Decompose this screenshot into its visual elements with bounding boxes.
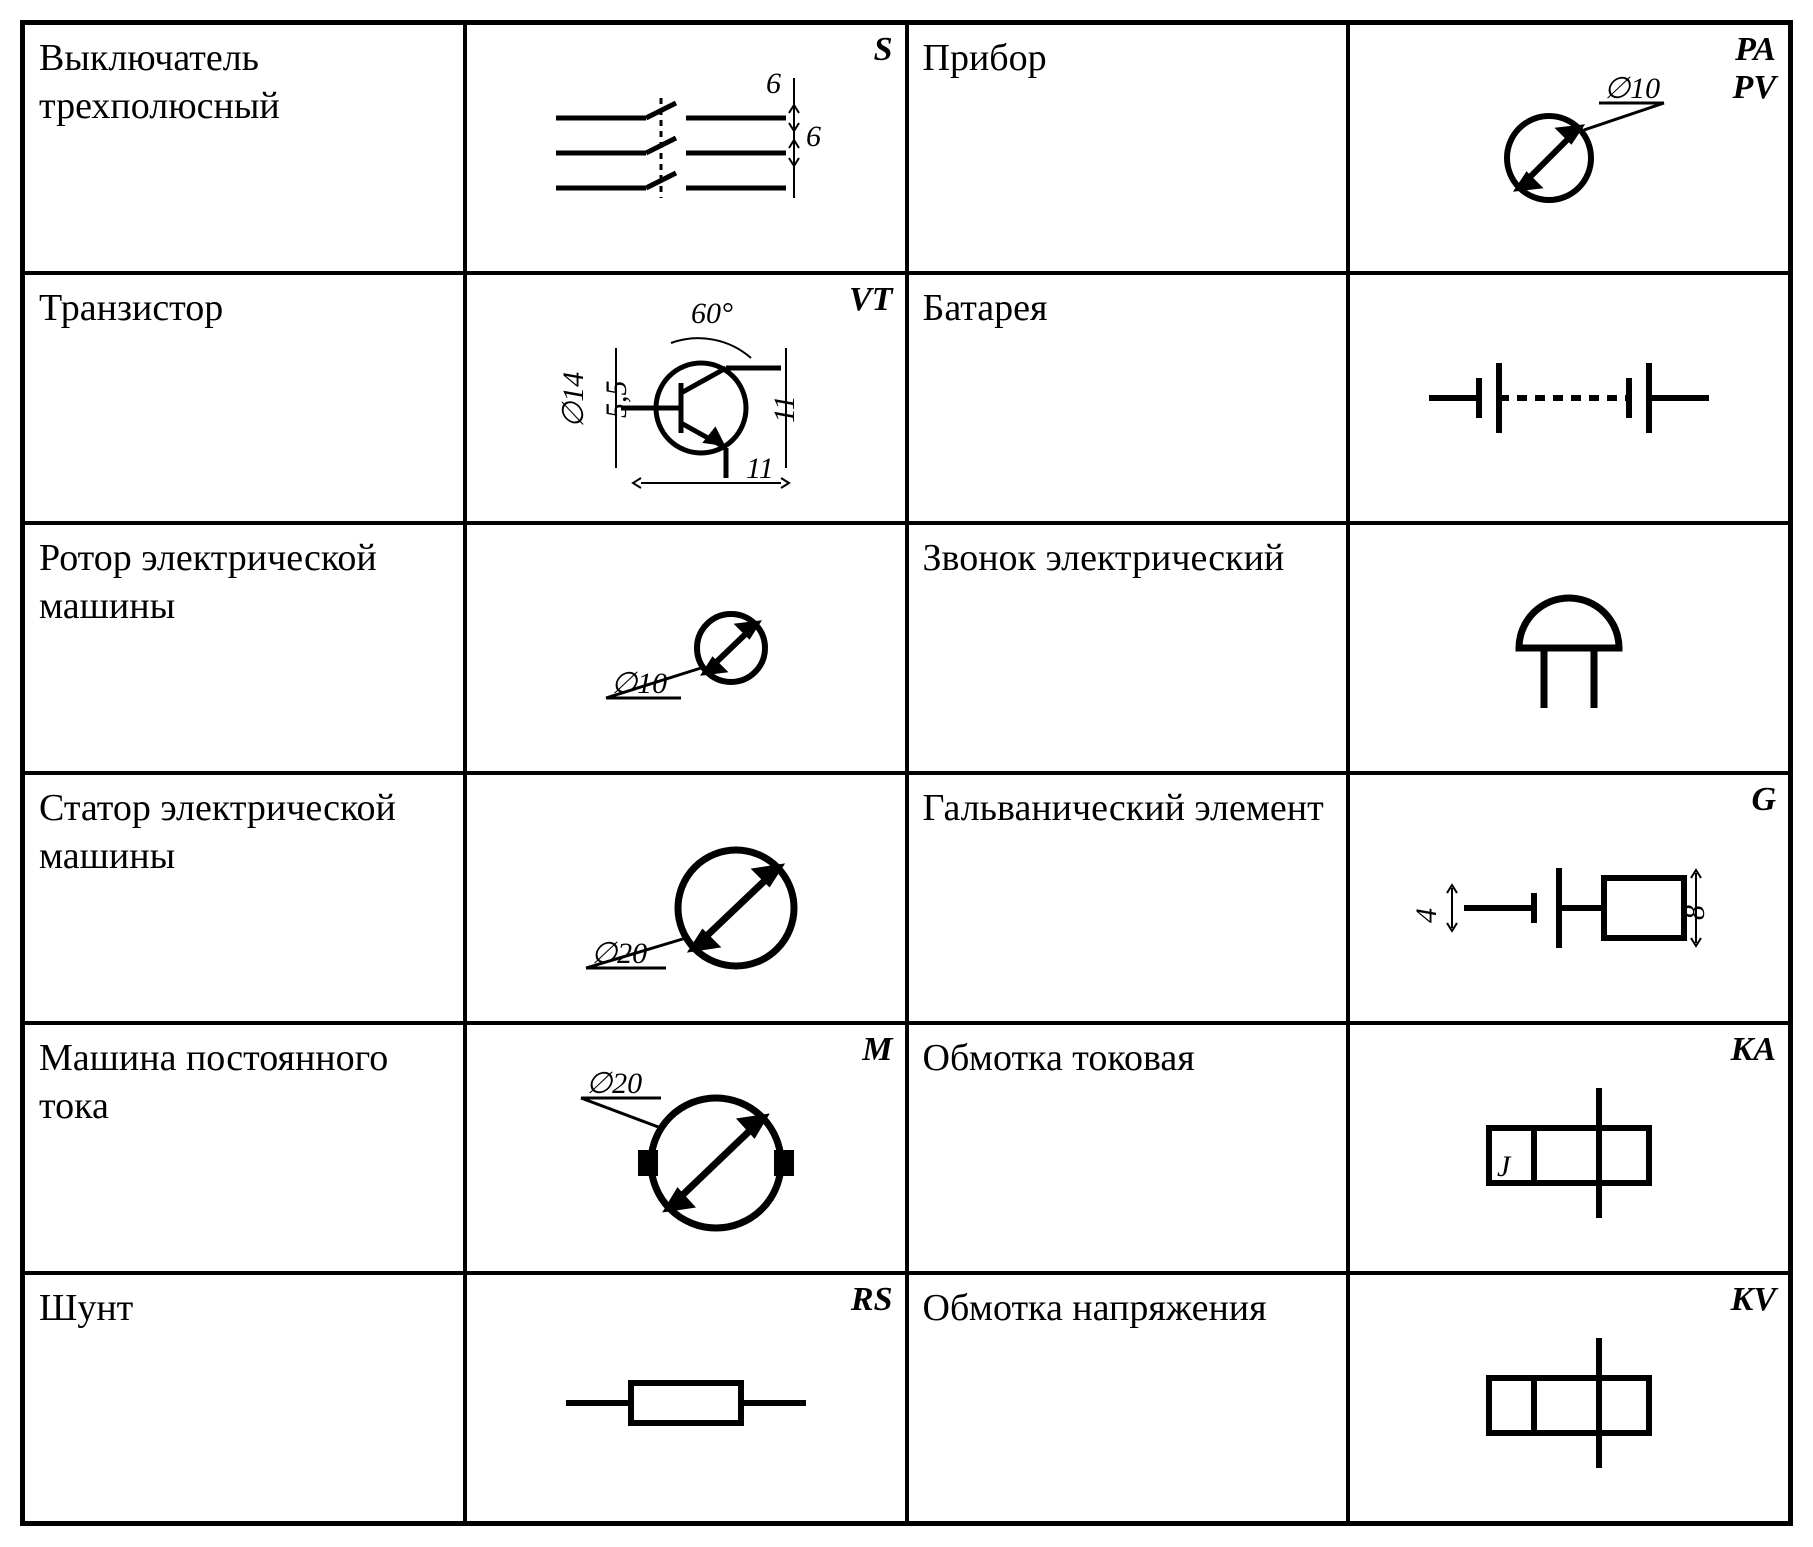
label-winding-current: Обмотка токовая [907,1023,1349,1273]
label-stator: Статор электрической машины [23,773,465,1023]
symbol-instrument: PA PV ∅10 [1348,23,1790,273]
code: G [1751,781,1776,819]
text: Статор электрической машины [39,785,449,880]
text: Машина постоянного тока [39,1035,449,1130]
code: KV [1731,1281,1776,1319]
symbol-rotor: ∅10 [465,523,907,773]
code: VT [849,281,892,319]
label-battery: Батарея [907,273,1349,523]
rotor-icon: ∅10 [546,568,826,728]
dim: 11 [746,452,774,485]
dim: 6 [806,120,821,153]
label-rotor: Ротор электрической машины [23,523,465,773]
label-instrument: Прибор [907,23,1349,273]
symbol-switch-3pole: S 6 6 [465,23,907,273]
code: S [874,31,893,69]
switch-3pole-icon: 6 6 [536,58,836,238]
label-transistor: Транзистор [23,273,465,523]
dim: 5,5 [600,381,633,419]
text: Батарея [923,285,1048,333]
label-galvanic: Гальванический элемент [907,773,1349,1023]
dim: ∅20 [586,1067,642,1100]
dim: 8 [1678,905,1711,920]
symbol-transistor: VT 60° ∅14 5,5 11 [465,273,907,523]
transistor-icon: 60° ∅14 5,5 11 11 [521,288,851,508]
symbols-table: Выключатель трехполюсный S 6 6 Прибор PA… [20,20,1793,1526]
code: RS [851,1281,893,1319]
dim: 4 [1410,908,1443,923]
shunt-icon [536,1328,836,1468]
symbol-galvanic: G 4 8 [1348,773,1790,1023]
letter: J [1497,1150,1512,1183]
text: Звонок электрический [923,535,1285,583]
instrument-icon: ∅10 [1419,58,1719,238]
code: KA [1731,1031,1776,1069]
symbol-shunt: RS [465,1273,907,1523]
dim: ∅20 [591,937,647,970]
symbol-dc-machine: M ∅20 [465,1023,907,1273]
symbol-winding-voltage: KV [1348,1273,1790,1523]
text: Шунт [39,1285,133,1333]
bell-icon [1469,568,1669,728]
text: Выключатель трехполюсный [39,35,449,130]
symbol-battery [1348,273,1790,523]
dim: 11 [768,395,801,423]
dim: 6 [766,67,781,100]
label-switch-3pole: Выключатель трехполюсный [23,23,465,273]
dim: ∅10 [1604,72,1660,105]
text: Обмотка токовая [923,1035,1195,1083]
label-winding-voltage: Обмотка напряжения [907,1273,1349,1523]
dim-angle: 60° [691,297,733,330]
galvanic-icon: 4 8 [1404,808,1734,988]
text: Прибор [923,35,1047,83]
dim-diam: ∅14 [557,372,590,428]
winding-voltage-icon [1439,1308,1699,1488]
text: Транзистор [39,285,223,333]
text: Гальванический элемент [923,785,1324,833]
symbol-bell [1348,523,1790,773]
battery-icon [1409,328,1729,468]
text: Обмотка напряжения [923,1285,1267,1333]
symbol-winding-current: KA J [1348,1023,1790,1273]
symbol-stator: ∅20 [465,773,907,1023]
code: M [862,1031,892,1069]
winding-current-icon: J [1439,1058,1699,1238]
label-dc-machine: Машина постоянного тока [23,1023,465,1273]
label-bell: Звонок электрический [907,523,1349,773]
dim: ∅10 [611,667,667,700]
dc-machine-icon: ∅20 [526,1038,846,1258]
text: Ротор электрической машины [39,535,449,630]
label-shunt: Шунт [23,1273,465,1523]
code: PA PV [1733,31,1776,107]
stator-icon: ∅20 [536,798,836,998]
